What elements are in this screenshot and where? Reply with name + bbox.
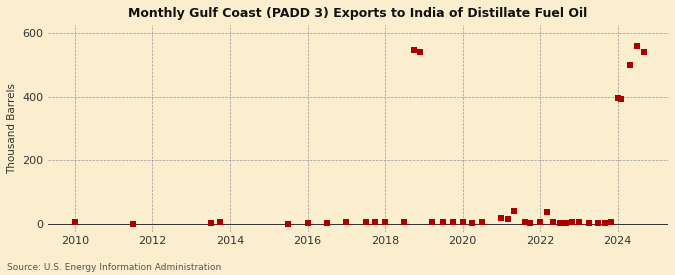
Point — [409, 48, 420, 52]
Point — [612, 96, 623, 101]
Point — [438, 220, 449, 225]
Point — [477, 220, 487, 225]
Point — [302, 221, 313, 225]
Point — [360, 220, 371, 225]
Point — [70, 220, 80, 225]
Point — [605, 220, 616, 225]
Point — [574, 220, 585, 225]
Point — [283, 222, 294, 226]
Point — [414, 50, 425, 54]
Point — [448, 220, 458, 225]
Point — [525, 221, 536, 225]
Point — [554, 221, 565, 225]
Point — [639, 50, 649, 54]
Point — [370, 220, 381, 225]
Point — [583, 221, 594, 225]
Point — [426, 220, 437, 225]
Point — [503, 217, 514, 221]
Point — [599, 221, 610, 225]
Point — [379, 220, 390, 225]
Point — [593, 221, 603, 225]
Point — [616, 97, 626, 101]
Point — [541, 210, 552, 214]
Point — [561, 221, 572, 225]
Point — [341, 220, 352, 225]
Point — [625, 63, 636, 67]
Point — [467, 221, 478, 225]
Point — [547, 220, 558, 225]
Point — [399, 220, 410, 225]
Point — [321, 221, 332, 225]
Point — [567, 220, 578, 225]
Title: Monthly Gulf Coast (PADD 3) Exports to India of Distillate Fuel Oil: Monthly Gulf Coast (PADD 3) Exports to I… — [128, 7, 587, 20]
Point — [509, 208, 520, 213]
Text: Source: U.S. Energy Information Administration: Source: U.S. Energy Information Administ… — [7, 263, 221, 272]
Point — [632, 44, 643, 48]
Point — [535, 220, 545, 225]
Point — [128, 222, 138, 226]
Point — [457, 220, 468, 225]
Point — [519, 220, 530, 225]
Point — [496, 215, 507, 220]
Point — [205, 221, 216, 225]
Point — [215, 220, 225, 225]
Y-axis label: Thousand Barrels: Thousand Barrels — [7, 83, 17, 174]
